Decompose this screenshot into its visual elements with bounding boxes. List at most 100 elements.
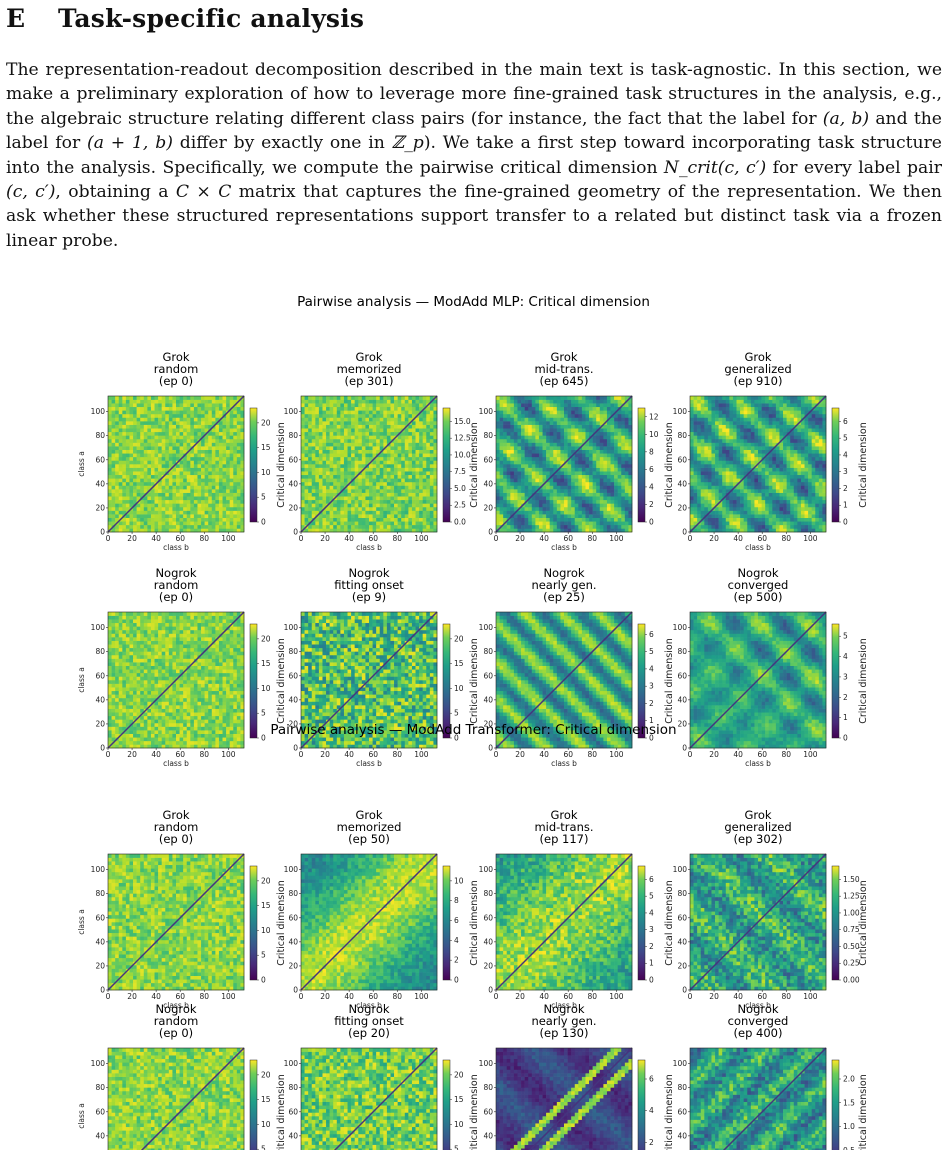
y-tick-label: 80 xyxy=(288,889,298,898)
heatmap-diagonal xyxy=(495,395,633,533)
panel-frame xyxy=(107,611,245,749)
colorbar-label: Critical dimension xyxy=(276,422,287,507)
colorbar-tick-label: 8 xyxy=(454,896,459,905)
panel-frame xyxy=(689,611,827,749)
colorbar-label: Critical dimension xyxy=(858,1074,869,1150)
y-tick-label: 40 xyxy=(288,1131,298,1140)
x-axis-label: class b xyxy=(551,543,577,552)
x-tick-label: 40 xyxy=(151,534,161,543)
y-tick-label: 40 xyxy=(288,479,298,488)
heatmap-diagonal xyxy=(300,395,438,533)
colorbar-tick-label: 0 xyxy=(649,518,654,527)
heatmap-diagonal xyxy=(528,1047,633,1150)
panel-title-line: (ep 0) xyxy=(159,590,193,604)
panel-title-line: random xyxy=(154,1014,199,1028)
panel-title-line: (ep 130) xyxy=(540,1026,589,1040)
x-tick-label: 0 xyxy=(106,992,111,1001)
heatmap-diagonal xyxy=(140,1047,245,1150)
colorbar-tick-label: 5 xyxy=(649,647,654,656)
x-tick-label: 0 xyxy=(688,750,693,759)
colorbar-tick-label: 10 xyxy=(261,468,271,477)
colorbar-label: Critical dimension xyxy=(469,880,480,965)
colorbar-tick-label: 7.5 xyxy=(454,467,466,476)
x-tick-label: 40 xyxy=(344,534,354,543)
x-tick-label: 80 xyxy=(200,992,210,1001)
y-axis-label: class a xyxy=(77,667,86,693)
y-tick-label: 60 xyxy=(483,913,493,922)
colorbar-tick-label: 0 xyxy=(261,518,266,527)
y-tick-label: 80 xyxy=(288,647,298,656)
heatmap-cells xyxy=(496,854,633,991)
colorbar-tick-label: 1.00 xyxy=(843,908,860,917)
colorbar-tick-label: 1.50 xyxy=(843,875,860,884)
colorbar-tick-label: 2 xyxy=(454,956,459,965)
y-tick-label: 60 xyxy=(288,671,298,680)
panel-title-line: (ep 0) xyxy=(159,832,193,846)
x-tick-label: 80 xyxy=(588,992,598,1001)
colorbar-tick-label: 1 xyxy=(843,501,848,510)
colorbar-tick-label: 3 xyxy=(649,925,654,934)
x-tick-label: 20 xyxy=(320,534,330,543)
y-tick-label: 40 xyxy=(677,479,687,488)
panel-title-line: generalized xyxy=(724,820,791,834)
x-tick-label: 60 xyxy=(368,534,378,543)
heatmap-cells xyxy=(108,396,245,533)
colorbar-tick-label: 12 xyxy=(649,412,659,421)
panel-title-line: Nogrok xyxy=(155,1002,196,1016)
x-tick-label: 80 xyxy=(588,534,598,543)
paragraph-text: differ by exactly one in xyxy=(173,133,392,153)
y-tick-label: 100 xyxy=(91,1059,106,1068)
colorbar xyxy=(442,865,451,981)
panel-title-line: Nogrok xyxy=(737,566,778,580)
panel-title-line: mid-trans. xyxy=(534,362,593,376)
panel-title-line: Nogrok xyxy=(543,1002,584,1016)
x-tick-label: 0 xyxy=(494,750,499,759)
colorbar-tick-label: 20 xyxy=(261,418,271,427)
colorbar xyxy=(249,865,258,981)
colorbar-tick-label: 1.0 xyxy=(843,1122,855,1131)
y-tick-label: 80 xyxy=(677,1083,687,1092)
colorbar-tick-label: 8 xyxy=(649,447,654,456)
panel-frame xyxy=(689,853,827,991)
colorbar-tick-label: 15 xyxy=(261,1095,271,1104)
y-tick-label: 60 xyxy=(95,455,105,464)
panel-title-line: (ep 910) xyxy=(734,374,783,388)
y-tick-label: 60 xyxy=(483,1107,493,1116)
x-tick-label: 40 xyxy=(344,992,354,1001)
x-axis-label: class b xyxy=(163,543,189,552)
y-tick-label: 100 xyxy=(673,865,688,874)
colorbar-tick-label: 10 xyxy=(649,430,659,439)
heatmap-cells xyxy=(690,612,827,749)
colorbar-label: Critical dimension xyxy=(858,422,869,507)
y-tick-label: 100 xyxy=(91,865,106,874)
paragraph-text: for every label pair xyxy=(766,158,942,178)
panel-frame xyxy=(107,853,245,991)
x-tick-label: 80 xyxy=(588,750,598,759)
heatmap-cells xyxy=(301,612,438,749)
heatmap-diagonal xyxy=(107,611,245,749)
colorbar-tick-label: 0.5 xyxy=(843,1146,855,1150)
y-tick-label: 0 xyxy=(488,986,493,995)
panel-title-line: Nogrok xyxy=(348,566,389,580)
panel-title-line: converged xyxy=(728,578,789,592)
colorbar-tick-label: 2 xyxy=(649,1138,654,1147)
math-inline: C × C xyxy=(176,182,231,202)
group-title: Pairwise analysis — ModAdd Transformer: … xyxy=(270,722,676,738)
x-tick-label: 20 xyxy=(320,992,330,1001)
panel-title-line: Grok xyxy=(550,350,577,364)
panel-title-line: memorized xyxy=(337,820,402,834)
y-tick-label: 100 xyxy=(673,407,688,416)
panel-frame xyxy=(495,611,633,749)
colorbar-tick-label: 15 xyxy=(261,443,271,452)
y-tick-label: 100 xyxy=(479,865,494,874)
colorbar-label: Critical dimension xyxy=(664,422,675,507)
x-tick-label: 60 xyxy=(175,992,185,1001)
heatmap-diagonal xyxy=(300,853,438,991)
x-tick-label: 0 xyxy=(688,992,693,1001)
colorbar-tick-label: 6 xyxy=(649,630,654,639)
x-tick-label: 80 xyxy=(200,750,210,759)
